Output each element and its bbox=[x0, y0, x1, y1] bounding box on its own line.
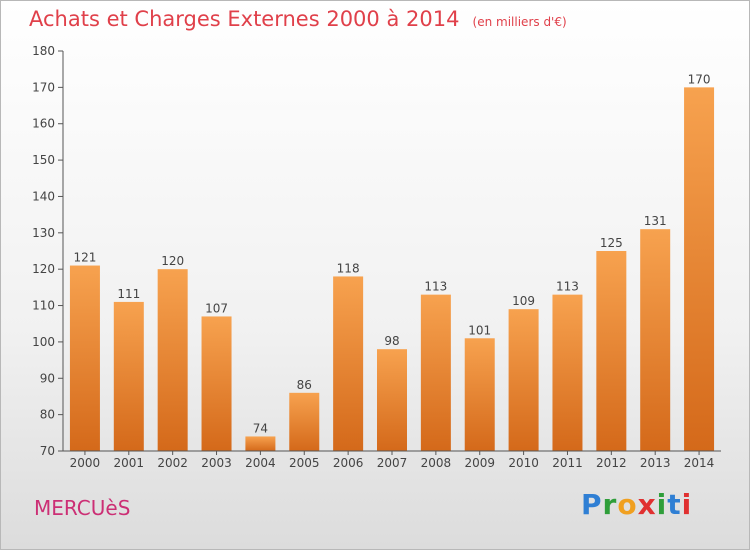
bar-2004 bbox=[245, 436, 276, 451]
chart-subtitle: (en milliers d'€) bbox=[472, 15, 567, 29]
bar-2005 bbox=[289, 392, 320, 451]
y-axis: 70 80 90 100 110 120 130 140 150 160 170 180 bbox=[32, 44, 64, 458]
bar-2012 bbox=[596, 251, 627, 451]
bar-2010 bbox=[508, 309, 539, 451]
x-tick-label-2013: 2013 bbox=[640, 456, 671, 470]
data-label-2008: 113 bbox=[424, 280, 447, 294]
y-tick-label: 80 bbox=[40, 408, 55, 422]
bars-group: 121 111 120 107 74 86 118 98 113 101 109 113 125 131 1… bbox=[69, 72, 715, 451]
y-tick-label: 170 bbox=[32, 80, 55, 94]
data-label-2014: 170 bbox=[688, 72, 711, 86]
x-tick-label-2005: 2005 bbox=[289, 456, 320, 470]
x-tick-label-2009: 2009 bbox=[464, 456, 495, 470]
proxiti-logo: Proxiti bbox=[581, 488, 692, 521]
bar-2002 bbox=[157, 269, 188, 451]
y-tick-label: 120 bbox=[32, 262, 55, 276]
bar-2006 bbox=[333, 276, 364, 451]
x-tick-label-2007: 2007 bbox=[377, 456, 408, 470]
data-label-2013: 131 bbox=[644, 214, 667, 228]
data-label-2009: 101 bbox=[468, 323, 491, 337]
data-label-2001: 111 bbox=[117, 287, 140, 301]
logo-letter: i bbox=[656, 488, 668, 521]
data-label-2003: 107 bbox=[205, 301, 228, 315]
data-label-2005: 86 bbox=[297, 378, 312, 392]
bar-2008 bbox=[420, 294, 451, 451]
data-label-2010: 109 bbox=[512, 294, 535, 308]
y-tick-label: 140 bbox=[32, 189, 55, 203]
bar-2009 bbox=[464, 338, 495, 451]
data-label-2012: 125 bbox=[600, 236, 623, 250]
bar-2000 bbox=[69, 265, 100, 451]
x-axis: 2000 2001 2002 2003 2004 2005 2006 2007 2008 2009… bbox=[63, 450, 721, 470]
data-label-2006: 118 bbox=[337, 261, 360, 275]
x-tick-label-2000: 2000 bbox=[70, 456, 101, 470]
commune-name: MERCUèS bbox=[34, 496, 131, 520]
y-tick-label: 150 bbox=[32, 153, 55, 167]
y-tick-label: 180 bbox=[32, 44, 55, 58]
y-tick-label: 160 bbox=[32, 117, 55, 131]
x-tick-label-2008: 2008 bbox=[421, 456, 452, 470]
data-label-2004: 74 bbox=[253, 421, 268, 435]
chart-title: Achats et Charges Externes 2000 à 2014 bbox=[29, 7, 460, 31]
chart-title-block: Achats et Charges Externes 2000 à 2014 (… bbox=[29, 7, 567, 31]
y-tick-label: 90 bbox=[40, 371, 55, 385]
bar-2001 bbox=[113, 301, 144, 451]
bar-2003 bbox=[201, 316, 232, 451]
x-tick-label-2012: 2012 bbox=[596, 456, 627, 470]
x-tick-label-2014: 2014 bbox=[684, 456, 715, 470]
logo-letter: P bbox=[581, 488, 603, 521]
x-tick-label-2001: 2001 bbox=[114, 456, 145, 470]
data-label-2002: 120 bbox=[161, 254, 184, 268]
logo-letter: r bbox=[602, 488, 618, 521]
x-tick-label-2011: 2011 bbox=[552, 456, 583, 470]
bar-2011 bbox=[552, 294, 583, 451]
data-label-2007: 98 bbox=[384, 334, 399, 348]
y-tick-label: 70 bbox=[40, 444, 55, 458]
bar-2007 bbox=[377, 349, 407, 451]
x-tick-label-2006: 2006 bbox=[333, 456, 364, 470]
bar-2014 bbox=[684, 87, 715, 451]
y-tick-label: 110 bbox=[32, 299, 55, 313]
logo-letter: o bbox=[617, 488, 638, 521]
logo-letter: x bbox=[637, 488, 657, 521]
logo-letter: t bbox=[667, 488, 682, 521]
bar-2013 bbox=[640, 229, 671, 451]
x-tick-label-2004: 2004 bbox=[245, 456, 276, 470]
x-tick-label-2010: 2010 bbox=[508, 456, 539, 470]
logo-letter: i bbox=[681, 488, 693, 521]
data-label-2000: 121 bbox=[73, 251, 96, 265]
y-tick-label: 130 bbox=[32, 226, 55, 240]
x-tick-label-2002: 2002 bbox=[157, 456, 188, 470]
x-tick-label-2003: 2003 bbox=[201, 456, 232, 470]
data-label-2011: 113 bbox=[556, 280, 579, 294]
y-tick-label: 100 bbox=[32, 335, 55, 349]
